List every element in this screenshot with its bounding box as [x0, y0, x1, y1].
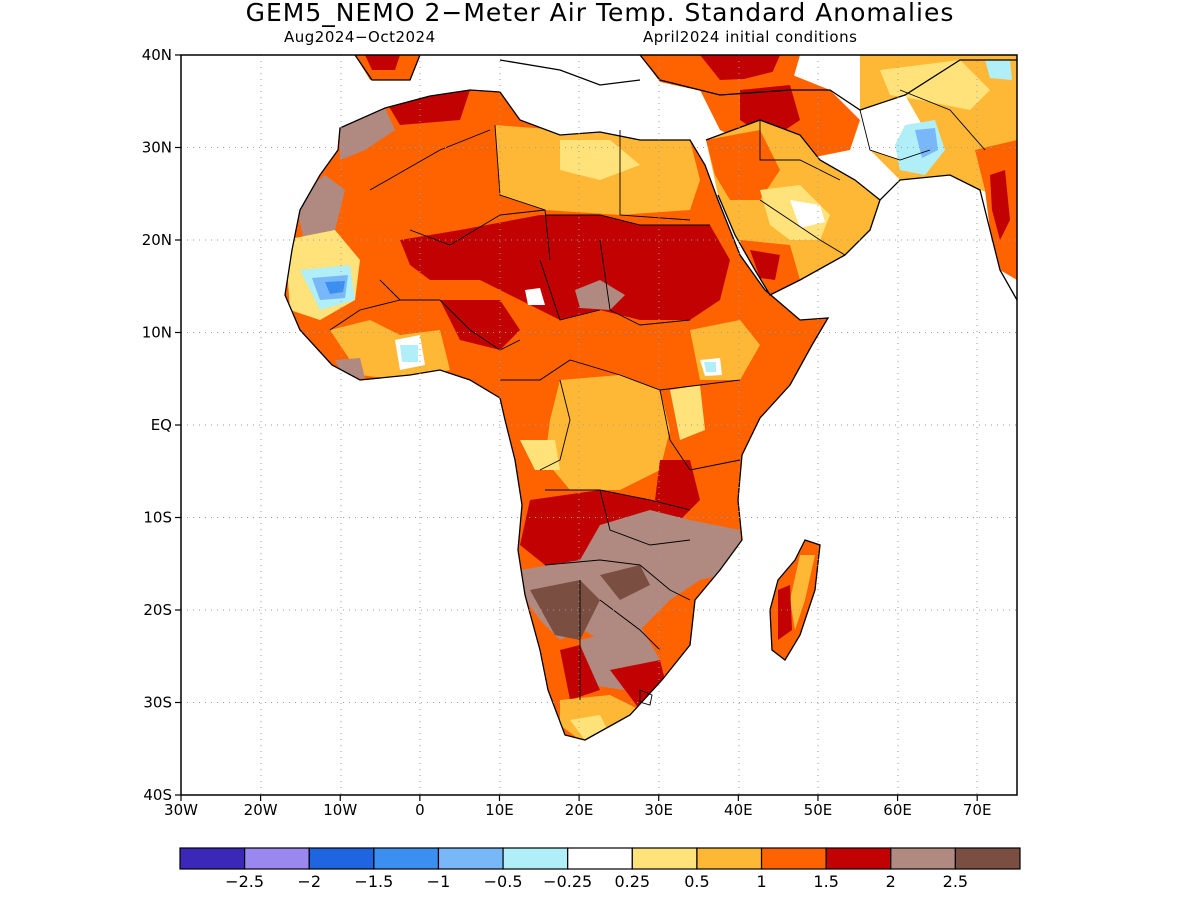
coastlines: [284, 55, 1017, 741]
colorbar-swatch: [373, 847, 440, 870]
lon-tick-label: 10W: [323, 801, 357, 819]
lon-tick-label: 20W: [244, 801, 278, 819]
colorbar-label: −1.5: [354, 872, 393, 891]
colorbar-swatch: [631, 847, 698, 870]
colorbar: −2.5 −2 −1.5 −1 −0.5 −0.25 0.25 0.5 1 1.5 2 2.5: [179, 847, 1021, 891]
colorbar-swatch: [954, 847, 1021, 870]
map-title: GEM5_NEMO 2−Meter Air Temp. Standard Ano…: [245, 0, 955, 27]
madagascar-anomaly: [770, 540, 820, 660]
lon-tick-label: 40E: [724, 801, 753, 819]
forecast-period: Aug2024−Oct2024: [284, 28, 436, 46]
lon-tick-label: 0: [415, 801, 425, 819]
colorbar-swatch: [567, 847, 633, 870]
lon-tick-label: 30E: [644, 801, 673, 819]
colorbar-label: −0.5: [484, 872, 523, 891]
longitude-axis: 30W 20W 10W 0 10E 20E 30E 40E 50E 60E 70E: [164, 795, 991, 819]
colorbar-label: 2.5: [943, 872, 968, 891]
colorbar-swatch: [244, 847, 310, 870]
colorbar-swatch: [308, 847, 375, 870]
colorbar-swatch: [760, 847, 827, 870]
colorbar-label: −0.25: [543, 872, 592, 891]
lon-tick-label: 50E: [804, 801, 833, 819]
colorbar-label: 0.5: [684, 872, 709, 891]
lat-tick-label: EQ: [151, 416, 172, 434]
lat-tick-label: 10S: [143, 509, 172, 527]
colorbar-label: −2.5: [225, 872, 264, 891]
lon-tick-label: 70E: [963, 801, 992, 819]
lat-tick-label: 10N: [142, 324, 172, 342]
initial-conditions: April2024 initial conditions: [643, 28, 858, 46]
lat-tick-label: 40S: [143, 786, 172, 804]
colorbar-swatch: [179, 847, 246, 870]
latitude-axis: 40N 30N 20N 10N EQ 10S 20S 30S 40S: [142, 46, 181, 804]
colorbar-swatch: [825, 847, 892, 870]
lat-tick-label: 30S: [143, 694, 172, 712]
colorbar-swatch: [696, 847, 763, 870]
colorbar-label: −1: [427, 872, 451, 891]
colorbar-label: 2: [886, 872, 896, 891]
lat-tick-label: 20N: [142, 231, 172, 249]
colorbar-swatch: [502, 847, 569, 870]
colorbar-swatch: [437, 847, 504, 870]
country-borders: [329, 89, 986, 706]
colorbar-label: 1.5: [813, 872, 838, 891]
colorbar-swatch: [890, 847, 956, 870]
lon-tick-label: 10E: [485, 801, 514, 819]
colorbar-label: −2: [297, 872, 321, 891]
colorbar-label: 0.25: [614, 872, 650, 891]
lon-tick-label: 20E: [565, 801, 594, 819]
lat-tick-label: 30N: [142, 139, 172, 157]
colorbar-label: 1: [756, 872, 766, 891]
lat-tick-label: 20S: [143, 601, 172, 619]
lat-tick-label: 40N: [142, 46, 172, 64]
gridlines: [181, 55, 1017, 795]
lon-tick-label: 60E: [883, 801, 912, 819]
lon-tick-label: 30W: [164, 801, 198, 819]
